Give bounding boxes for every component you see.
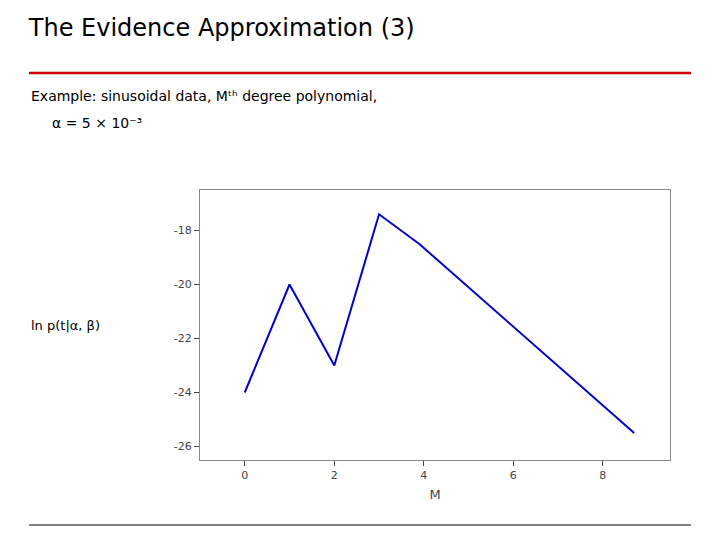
svg-text:ln p(t|α, β): ln p(t|α, β) (31, 318, 100, 333)
svg-text:0: 0 (241, 469, 248, 482)
svg-text:α = 5 × 10⁻³: α = 5 × 10⁻³ (52, 115, 142, 131)
svg-text:-24: -24 (174, 386, 192, 399)
svg-text:Example: sinusoidal data, Mᵗʰ: Example: sinusoidal data, Mᵗʰ degree pol… (31, 88, 377, 104)
svg-text:-26: -26 (174, 440, 192, 453)
svg-text:The Evidence Approximation (3): The Evidence Approximation (3) (28, 14, 415, 42)
svg-text:4: 4 (420, 469, 427, 482)
svg-text:8: 8 (599, 469, 606, 482)
svg-text:-22: -22 (174, 332, 192, 345)
svg-text:-20: -20 (174, 278, 192, 291)
svg-text:M: M (429, 487, 440, 502)
svg-text:2: 2 (331, 469, 338, 482)
svg-text:6: 6 (510, 469, 517, 482)
svg-text:-18: -18 (174, 224, 192, 237)
